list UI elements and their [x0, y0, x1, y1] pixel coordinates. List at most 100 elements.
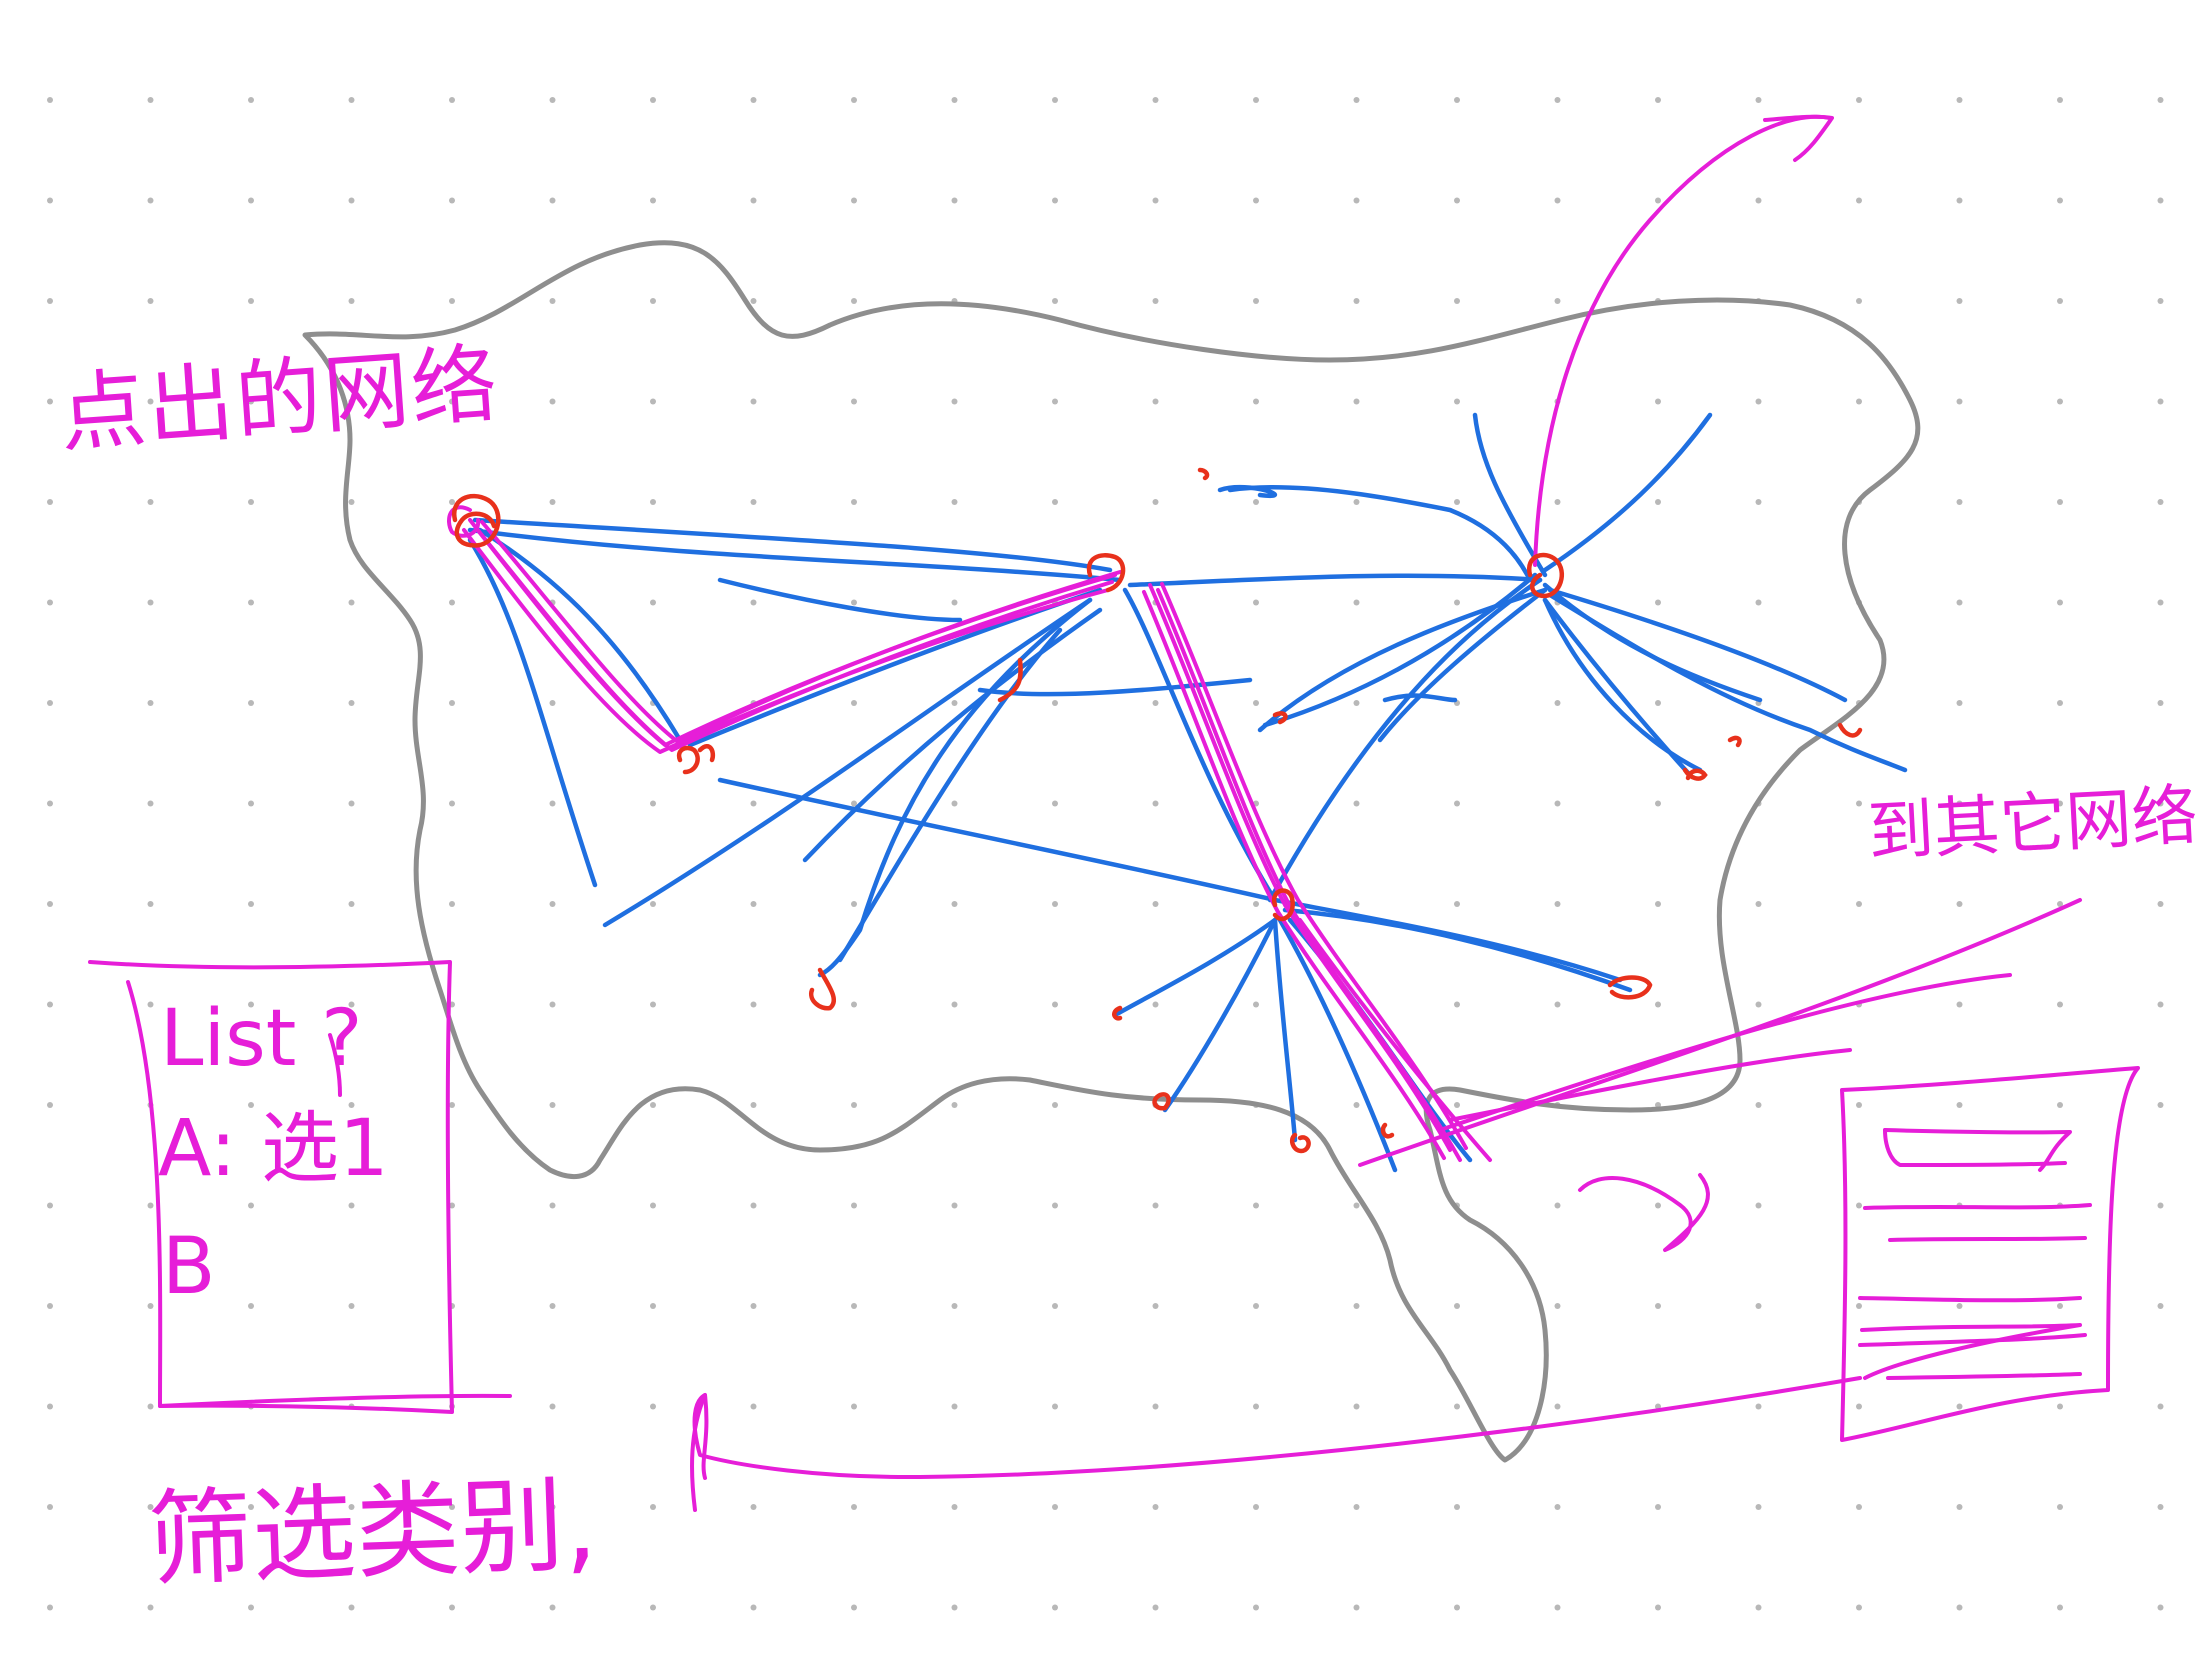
grid-dot [650, 1504, 656, 1510]
grid-dot [449, 398, 455, 405]
grid-dot [1554, 1202, 1561, 1209]
list-item-b[interactable]: B [162, 1222, 216, 1312]
grid-dot [2057, 1604, 2063, 1611]
grid-dot [1353, 197, 1360, 204]
grid-dot [951, 197, 958, 204]
grid-dot [348, 1102, 355, 1108]
grid-dot [1152, 499, 1159, 505]
detail-panel-line [1858, 1296, 2082, 1303]
grid-dot [2157, 901, 2164, 907]
grid-dot [1755, 398, 1762, 405]
grid-dot [348, 197, 355, 204]
grid-dot [2157, 1604, 2164, 1611]
grid-dot [549, 1504, 556, 1510]
grid-dot [851, 499, 857, 505]
grid-dot [1152, 398, 1159, 405]
grid-dot [1554, 197, 1561, 204]
route-stroke [462, 528, 1110, 754]
grid-dot [750, 298, 757, 304]
node [1289, 1132, 1311, 1154]
detail-panel-line [1886, 1372, 2082, 1380]
grid-dot [1956, 1604, 1963, 1611]
grid-dot [951, 599, 958, 606]
detail-panel-line [1863, 1203, 2092, 1210]
grid-dot [2057, 901, 2063, 907]
network-link [1377, 587, 1548, 743]
grid-dot [1956, 1001, 1963, 1008]
list-item-dash [328, 1033, 342, 1097]
route-stroke [1160, 582, 1468, 1150]
grid-dot [348, 901, 355, 907]
grid-dot [549, 298, 556, 304]
grid-dot [2057, 1504, 2063, 1510]
grid-dot [1152, 1604, 1159, 1611]
grid-dot [1253, 499, 1259, 505]
grid-dot [449, 901, 455, 907]
grid-dot [1052, 700, 1058, 706]
grid-dot [750, 398, 757, 405]
grid-dot [248, 800, 254, 807]
grid-dot [1755, 197, 1762, 204]
grid-dot [951, 97, 958, 103]
grid-dot [248, 298, 254, 304]
grid-dot [549, 1102, 556, 1108]
grid-dot [1052, 800, 1058, 807]
detail-panel-border [1840, 1066, 2140, 1442]
grid-dot [1454, 800, 1460, 807]
grid-dot [1353, 1604, 1360, 1611]
network-link [467, 537, 598, 888]
feedback-arrow [701, 1393, 709, 1480]
grid-dot [1353, 901, 1360, 907]
grid-dot [1152, 1403, 1159, 1410]
grid-dot [2157, 398, 2164, 405]
grid-dot [449, 197, 455, 204]
grid-dot [348, 1504, 355, 1510]
annotation-right: 到其它网络? [1865, 774, 2200, 871]
grid-dot [1956, 1504, 1963, 1510]
grid-dot [1253, 1504, 1259, 1510]
outbound-arrow-head [1763, 114, 1834, 162]
grid-dot [1755, 599, 1762, 606]
grid-dot [750, 499, 757, 505]
grid-dot [1554, 1504, 1561, 1510]
network-link [1122, 587, 1278, 903]
network-link [1272, 917, 1298, 1143]
grid-dot [1152, 700, 1159, 706]
grid-dot [1755, 1001, 1762, 1008]
grid-dot [147, 1403, 154, 1410]
grid-dot [851, 1102, 857, 1108]
grid-dot [851, 197, 857, 204]
grid-dot [1655, 1604, 1661, 1611]
grid-dot [549, 901, 556, 907]
grid-dot [951, 1202, 958, 1209]
grid-dot [47, 398, 53, 405]
grid-dot [1554, 1303, 1561, 1309]
node [697, 744, 716, 763]
list-item-a[interactable]: A: 选1 [158, 1104, 389, 1194]
grid-dot [449, 97, 455, 103]
grid-dot [549, 1403, 556, 1410]
grid-dot [650, 197, 656, 204]
grid-dot [147, 1303, 154, 1309]
grid-dot [1856, 1303, 1862, 1309]
grid-dot [2057, 1403, 2063, 1410]
grid-dot [1655, 398, 1661, 405]
grid-dot [1856, 1102, 1862, 1108]
grid-dot [1655, 1102, 1661, 1108]
grid-dot [47, 1001, 53, 1008]
grid-dot [1353, 298, 1360, 304]
grid-dot [1755, 1504, 1762, 1510]
grid-dot [47, 97, 53, 103]
route-export [1448, 1048, 1852, 1122]
hub-node [1086, 553, 1126, 593]
grid-dot [1956, 97, 1963, 103]
grid-dot [951, 499, 958, 505]
grid-dot [2057, 1102, 2063, 1108]
grid-dot [348, 1604, 355, 1611]
grid-dot [47, 298, 53, 304]
node [1272, 711, 1288, 725]
grid-dot [1554, 97, 1561, 103]
grid-dot [851, 1303, 857, 1309]
grid-dot [1353, 1403, 1360, 1410]
